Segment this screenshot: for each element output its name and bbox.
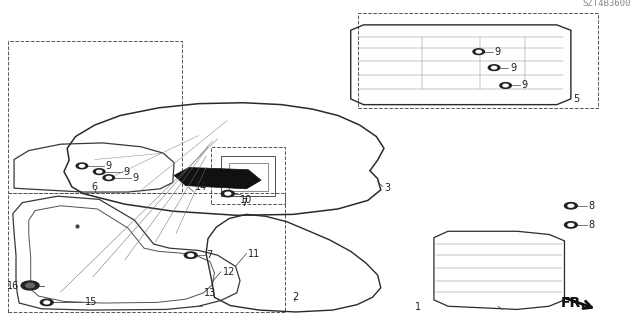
Text: 6: 6 <box>92 182 98 192</box>
Bar <box>8 193 285 312</box>
Text: 8: 8 <box>589 220 595 230</box>
Text: 7: 7 <box>241 197 248 208</box>
Text: 14: 14 <box>195 182 207 192</box>
Text: 16: 16 <box>7 280 19 291</box>
Circle shape <box>93 169 105 174</box>
Bar <box>358 13 598 108</box>
Text: 5: 5 <box>573 94 579 104</box>
Text: 12: 12 <box>223 267 235 277</box>
Circle shape <box>184 252 197 258</box>
Circle shape <box>500 83 511 88</box>
Text: 7: 7 <box>206 250 212 260</box>
Text: 10: 10 <box>240 195 253 205</box>
Polygon shape <box>174 167 261 189</box>
Circle shape <box>26 283 35 288</box>
Circle shape <box>21 281 39 290</box>
Circle shape <box>492 66 497 69</box>
Circle shape <box>103 175 115 181</box>
Circle shape <box>40 299 53 306</box>
Text: 15: 15 <box>84 297 97 308</box>
Circle shape <box>488 65 500 70</box>
Circle shape <box>568 204 574 207</box>
Circle shape <box>225 192 230 195</box>
Bar <box>8 41 182 193</box>
Circle shape <box>476 50 481 53</box>
Text: 13: 13 <box>204 288 216 298</box>
Bar <box>211 147 285 204</box>
Circle shape <box>97 170 102 173</box>
Circle shape <box>76 163 88 169</box>
Text: FR.: FR. <box>561 296 586 310</box>
Circle shape <box>79 165 84 167</box>
Text: 11: 11 <box>248 249 260 259</box>
Circle shape <box>473 49 484 55</box>
Circle shape <box>564 203 577 209</box>
Text: 9: 9 <box>123 167 129 177</box>
Circle shape <box>221 190 234 197</box>
Text: 9: 9 <box>106 161 112 171</box>
Text: 8: 8 <box>589 201 595 211</box>
Text: 9: 9 <box>132 173 139 183</box>
Text: 9: 9 <box>522 80 528 91</box>
Text: 9: 9 <box>510 63 516 73</box>
Circle shape <box>564 222 577 228</box>
Circle shape <box>503 84 508 87</box>
Circle shape <box>44 301 50 304</box>
Text: 3: 3 <box>384 182 390 193</box>
Circle shape <box>188 254 193 256</box>
Text: 2: 2 <box>292 293 299 302</box>
Circle shape <box>106 176 111 179</box>
Text: SZT4B3600: SZT4B3600 <box>582 0 630 8</box>
Circle shape <box>568 223 574 226</box>
Text: 1: 1 <box>415 302 421 312</box>
Text: 9: 9 <box>495 47 501 57</box>
